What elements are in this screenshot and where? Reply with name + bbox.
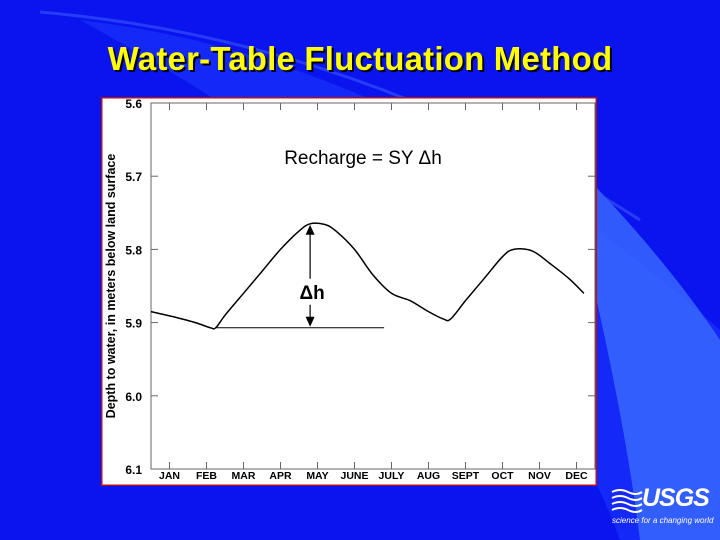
x-tick-label: MAR xyxy=(232,470,256,482)
usgs-wordmark: USGS xyxy=(642,484,710,512)
hydrograph-chart: 5.6 5.7 5.8 5.9 6.0 6.1 JAN FEB MAR APR MAY JUNE JU… xyxy=(101,97,597,486)
usgs-tagline: science for a changing world xyxy=(612,516,714,525)
y-tick-label: 5.8 xyxy=(125,243,142,257)
x-tick-label: DEC xyxy=(565,470,588,482)
tick-marks xyxy=(151,102,595,470)
y-tick-label: 5.6 xyxy=(125,97,142,111)
recharge-formula: Recharge = SY Δh xyxy=(284,148,442,169)
delta-h-label: Δh xyxy=(299,283,324,304)
slide-title: Water-Table Fluctuation Method xyxy=(107,40,613,77)
y-tick-label: 6.0 xyxy=(125,390,142,404)
x-tick-label: SEPT xyxy=(452,470,480,482)
series-layer xyxy=(150,222,585,330)
y-tick-labels: 5.6 5.7 5.8 5.9 6.0 6.1 xyxy=(125,97,142,477)
plot-border xyxy=(150,102,596,470)
delta-arrow-down-head xyxy=(305,316,315,327)
x-tick-label: NOV xyxy=(528,470,551,482)
delta-arrow-up-head xyxy=(305,224,315,235)
chart-panel: 5.6 5.7 5.8 5.9 6.0 6.1 JAN FEB MAR APR MAY JUNE JU… xyxy=(101,97,597,486)
annotation-layer xyxy=(215,224,385,329)
x-tick-label: FEB xyxy=(196,470,217,482)
x-tick-label: MAY xyxy=(306,470,328,482)
x-tick-label: JULY xyxy=(379,470,405,482)
y-tick-label: 6.1 xyxy=(125,463,142,477)
water-level-line xyxy=(150,222,585,330)
delta-label-bg xyxy=(290,278,331,305)
y-tick-label: 5.9 xyxy=(125,317,142,331)
x-tick-label: APR xyxy=(269,470,292,482)
outer-border xyxy=(101,97,597,486)
x-tick-label: JAN xyxy=(159,470,180,482)
y-axis-label: Depth to water, in meters below land sur… xyxy=(104,154,118,419)
x-tick-label: OCT xyxy=(491,470,514,482)
x-tick-label: JUNE xyxy=(340,470,368,482)
x-tick-label: AUG xyxy=(417,470,440,482)
chart-frame xyxy=(101,97,597,486)
y-tick-label: 5.7 xyxy=(125,170,142,184)
usgs-wave-icon xyxy=(611,489,643,513)
x-tick-labels: JAN FEB MAR APR MAY JUNE JULY AUG SEPT OCT NOV DEC xyxy=(159,470,588,482)
